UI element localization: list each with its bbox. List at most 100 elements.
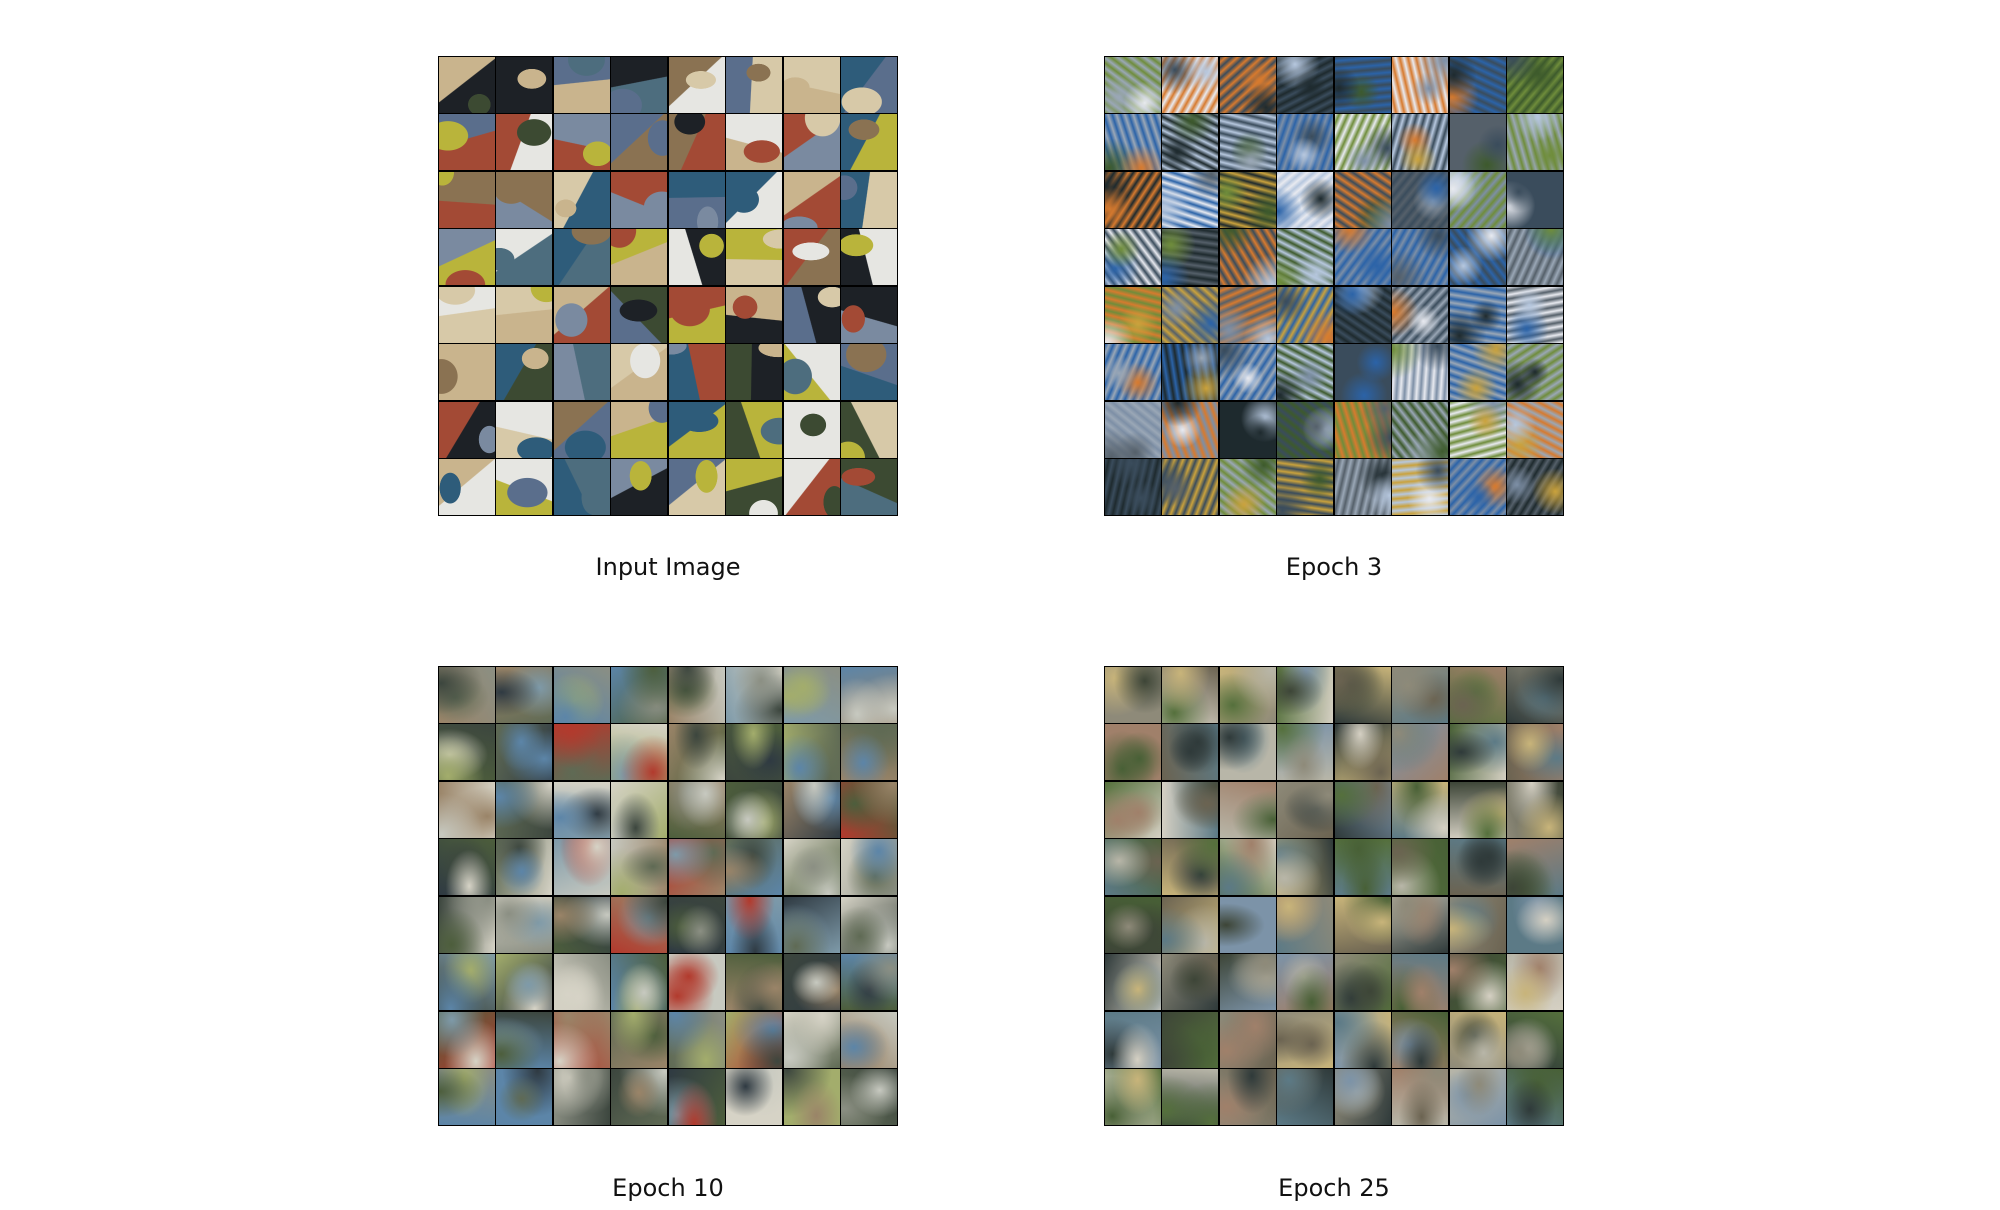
thumbnail-image [553,667,610,723]
thumbnail-image [726,724,783,781]
thumbnail-image [496,839,553,896]
thumbnail-image [553,57,610,113]
thumbnail-image [1449,839,1506,896]
thumbnail-image [611,401,668,458]
thumbnail-image [1219,1011,1276,1068]
thumbnail-image [553,114,610,171]
thumbnail-image [668,344,725,401]
thumbnail-image [726,114,783,171]
thumbnail-image [611,229,668,286]
thumbnail-image [1105,57,1161,113]
thumbnail-image [1392,344,1449,401]
thumbnail-image [1219,401,1276,458]
thumbnail-image [553,229,610,286]
thumbnail-image [439,286,495,343]
thumbnail-image [611,459,668,515]
thumbnail-image [1277,839,1334,896]
thumbnail-image [1219,1069,1276,1125]
thumbnail-image [726,57,783,113]
caption-epoch-3: Epoch 3 [1285,553,1383,581]
thumbnail-image [496,781,553,838]
thumbnail-image [496,286,553,343]
thumbnail-image [1392,459,1449,515]
thumbnail-image [1392,781,1449,838]
thumbnail-image [1277,1011,1334,1068]
thumbnail-image [1105,781,1161,838]
thumbnail-image [726,1011,783,1068]
thumbnail-image [496,896,553,953]
thumbnail-image [783,724,840,781]
thumbnail-image [496,57,553,113]
thumbnail-image [1449,401,1506,458]
thumbnail-image [611,954,668,1011]
thumbnail-image [1449,781,1506,838]
thumbnail-image [783,57,840,113]
thumbnail-image [611,114,668,171]
thumbnail-image [1507,344,1563,401]
panel-input [438,56,898,516]
thumbnail-image [1219,57,1276,113]
thumbnail-image [1162,724,1219,781]
thumbnail-image [611,171,668,228]
thumbnail-image [783,114,840,171]
thumbnail-image [726,344,783,401]
thumbnail-image [1105,171,1161,228]
thumbnail-image [439,229,495,286]
thumbnail-image [1507,459,1563,515]
thumbnail-image [841,1069,897,1125]
thumbnail-image [841,1011,897,1068]
thumbnail-image [1162,1011,1219,1068]
thumbnail-image [1219,839,1276,896]
thumbnail-image [1507,1069,1563,1125]
thumbnail-image [1162,57,1219,113]
thumbnail-image [1277,171,1334,228]
thumbnail-image [1507,667,1563,723]
thumbnail-image [1507,781,1563,838]
thumbnail-image [496,171,553,228]
panel-epoch-3 [1104,56,1564,516]
thumbnail-image [1449,286,1506,343]
thumbnail-image [1162,171,1219,228]
thumbnail-image [783,1011,840,1068]
thumbnail-image [1162,896,1219,953]
panel-epoch-10 [438,666,898,1126]
thumbnail-image [726,839,783,896]
thumbnail-image [611,896,668,953]
thumbnail-image [668,286,725,343]
thumbnail-image [1219,667,1276,723]
thumbnail-image [439,724,495,781]
thumbnail-image [668,896,725,953]
thumbnail-image [1449,1069,1506,1125]
thumbnail-image [1162,954,1219,1011]
thumbnail-image [783,896,840,953]
thumbnail-image [1449,667,1506,723]
image-grid-input [438,56,898,516]
thumbnail-image [553,286,610,343]
thumbnail-image [668,1011,725,1068]
thumbnail-image [1334,781,1391,838]
thumbnail-image [439,459,495,515]
thumbnail-image [1507,1011,1563,1068]
image-grid-epoch-3 [1104,56,1564,516]
thumbnail-image [439,401,495,458]
thumbnail-image [1219,229,1276,286]
thumbnail-image [1392,896,1449,953]
thumbnail-image [439,1069,495,1125]
thumbnail-image [553,724,610,781]
thumbnail-image [1449,1011,1506,1068]
thumbnail-image [841,954,897,1011]
thumbnail-image [1507,114,1563,171]
thumbnail-image [1449,459,1506,515]
thumbnail-image [1334,401,1391,458]
thumbnail-image [783,839,840,896]
thumbnail-image [668,229,725,286]
thumbnail-image [1507,229,1563,286]
thumbnail-image [1162,781,1219,838]
thumbnail-image [1219,896,1276,953]
thumbnail-image [1277,781,1334,838]
thumbnail-image [439,344,495,401]
thumbnail-image [1392,954,1449,1011]
thumbnail-image [1449,896,1506,953]
thumbnail-image [1105,459,1161,515]
thumbnail-image [611,286,668,343]
